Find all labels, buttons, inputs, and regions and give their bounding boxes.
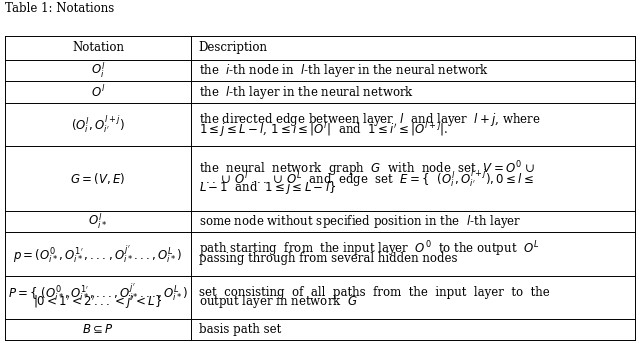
Text: $P =\{$ $(O_{i*}^0, O_{i*}^{1'}, ..., O_{i*}^{j'} ..., O_{i*}^L)$: $P =\{$ $(O_{i*}^0, O_{i*}^{1'}, ..., O_… [8,281,188,303]
Text: $O_{i*}^l$: $O_{i*}^l$ [88,212,108,231]
Text: path starting  from  the input layer  $O^0$  to the output  $O^L$: path starting from the input layer $O^0$… [198,239,539,259]
Text: $O^l$: $O^l$ [91,84,105,100]
Text: $L - 1$  and  $1 \leq j \leq L - l\}$: $L - 1$ and $1 \leq j \leq L - l\}$ [198,179,336,197]
Text: the  $i$-th node in  $l$-th layer in the neural network: the $i$-th node in $l$-th layer in the n… [198,62,488,79]
Text: output layer in network  $G$: output layer in network $G$ [198,293,357,310]
Text: the  neural  network  graph  $G$  with  node  set  $V = O^0$ ∪: the neural network graph $G$ with node s… [198,159,535,179]
Text: $(O_i^l, O_{i'}^{l+j})$: $(O_i^l, O_{i'}^{l+j})$ [71,114,125,135]
Text: $G = (V,E)$: $G = (V,E)$ [70,171,125,186]
Text: $...$ ∪ $O^l$ $...$ ∪ $O^L$  and  edge  set  $E =\{$  $(O_i^l, O_{i'}^{l+j}), 0 : $...$ ∪ $O^l$ $...$ ∪ $O^L$ and edge set… [198,167,533,189]
Text: the directed edge between layer  $l$  and layer  $l + j$, where: the directed edge between layer $l$ and … [198,111,541,128]
Text: $|0 < 1' < 2'...< j' < L\}$: $|0 < 1' < 2'...< j' < L\}$ [33,293,163,311]
Text: set  consisting  of  all  paths  from  the  input  layer  to  the: set consisting of all paths from the inp… [198,286,549,299]
Text: $1 \leq j \leq L - l$, $1\leq i \leq |O^l|$  and  $1 \leq i' \leq |O^{l+j}|$.: $1 \leq j \leq L - l$, $1\leq i \leq |O^… [198,120,448,139]
Text: basis path set: basis path set [198,323,281,336]
Text: Table 1: Notations: Table 1: Notations [5,2,115,15]
Text: $B \subseteq P$: $B \subseteq P$ [82,323,114,336]
Text: $p = (O_{i*}^0, O_{i*}^{1'}, ..., O_{i*}^{j'} ..., O_{i*}^L)$: $p = (O_{i*}^0, O_{i*}^{1'}, ..., O_{i*}… [13,243,182,265]
Text: some node without specified position in the  $l$-th layer: some node without specified position in … [198,213,521,230]
Text: Notation: Notation [72,42,124,54]
Text: the  $l$-th layer in the neural network: the $l$-th layer in the neural network [198,84,413,100]
Text: passing through from several hidden nodes: passing through from several hidden node… [198,252,457,265]
Text: Description: Description [198,42,268,54]
Text: $O_i^l$: $O_i^l$ [91,61,105,80]
